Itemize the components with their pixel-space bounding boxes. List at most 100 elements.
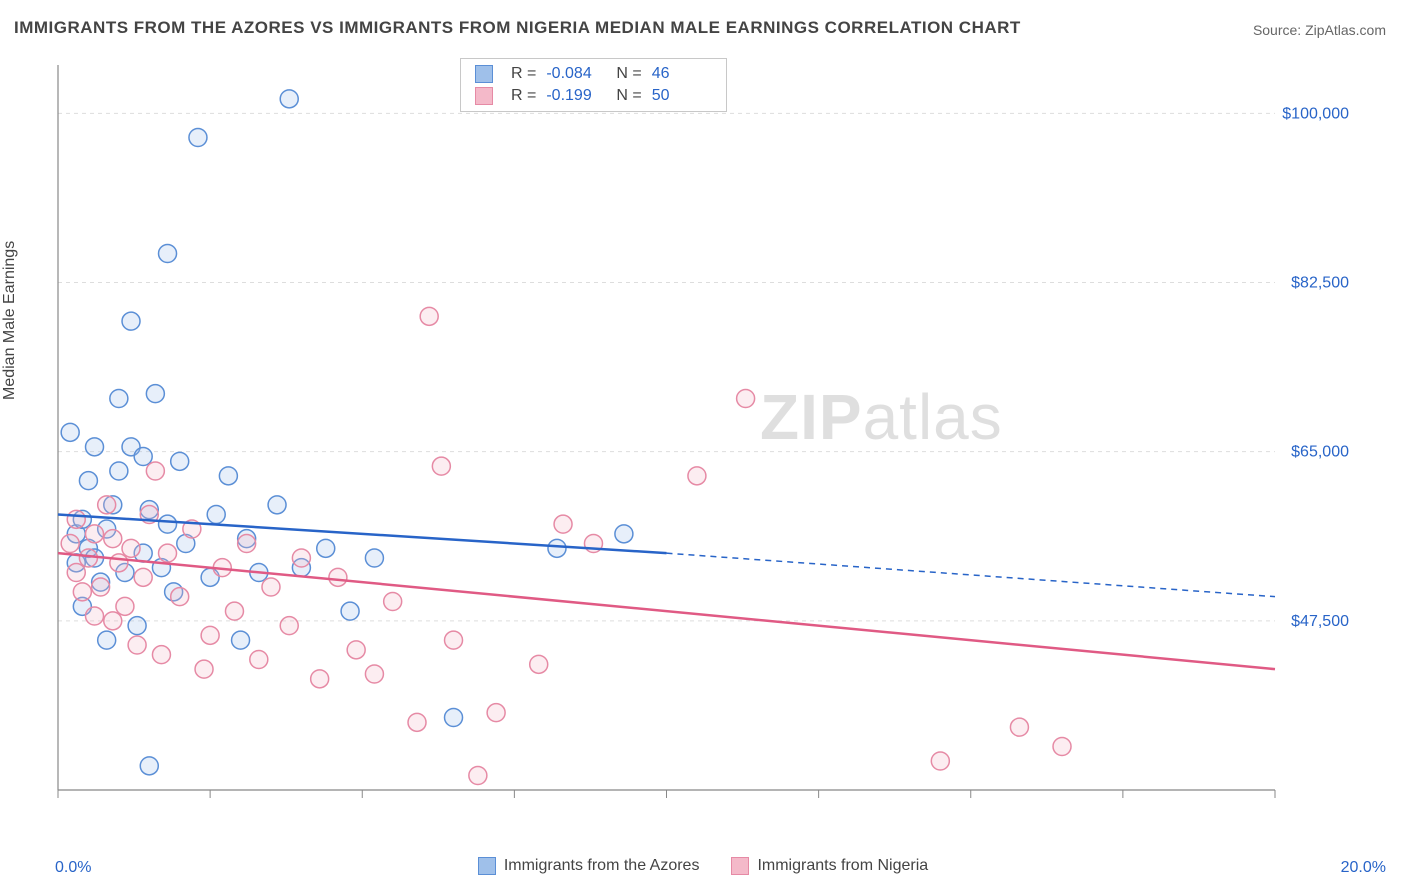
data-point-azores: [280, 90, 298, 108]
n-label: N =: [616, 87, 641, 105]
data-point-azores: [268, 496, 286, 514]
data-point-nigeria: [445, 631, 463, 649]
data-point-azores: [189, 129, 207, 147]
data-point-nigeria: [86, 607, 104, 625]
data-point-nigeria: [365, 665, 383, 683]
chart-area: $47,500 $65,000 $82,500 $100,000: [50, 55, 1355, 810]
y-axis-label: Median Male Earnings: [1, 241, 19, 400]
data-point-nigeria: [116, 597, 134, 615]
data-point-nigeria: [329, 568, 347, 586]
data-point-nigeria: [110, 554, 128, 572]
n-value: 50: [652, 87, 712, 105]
data-point-nigeria: [98, 496, 116, 514]
legend-swatch-icon: [478, 857, 496, 875]
source-attribution: Source: ZipAtlas.com: [1253, 22, 1386, 38]
data-point-nigeria: [238, 535, 256, 553]
data-point-nigeria: [92, 578, 110, 596]
data-point-nigeria: [688, 467, 706, 485]
y-tick-label: $47,500: [1291, 613, 1349, 630]
data-point-nigeria: [1053, 738, 1071, 756]
data-point-azores: [86, 438, 104, 456]
data-point-nigeria: [73, 583, 91, 601]
data-point-azores: [159, 245, 177, 263]
data-point-azores: [159, 515, 177, 533]
data-point-azores: [171, 452, 189, 470]
correlation-row-azores: R = -0.084 N = 46: [475, 63, 712, 85]
data-point-azores: [110, 390, 128, 408]
data-point-nigeria: [530, 655, 548, 673]
correlation-row-nigeria: R = -0.199 N = 50: [475, 85, 712, 107]
data-point-azores: [365, 549, 383, 567]
data-point-azores: [445, 709, 463, 727]
n-label: N =: [616, 65, 641, 83]
data-point-nigeria: [250, 651, 268, 669]
y-tick-label: $100,000: [1282, 105, 1349, 122]
data-point-nigeria: [487, 704, 505, 722]
legend-item: Immigrants from Nigeria: [731, 857, 928, 875]
data-point-nigeria: [146, 462, 164, 480]
data-point-nigeria: [128, 636, 146, 654]
y-tick-label: $82,500: [1291, 275, 1349, 292]
data-point-nigeria: [931, 752, 949, 770]
data-point-nigeria: [122, 539, 140, 557]
legend-label: Immigrants from the Azores: [504, 857, 700, 875]
data-point-azores: [140, 757, 158, 775]
legend-swatch-icon: [731, 857, 749, 875]
data-point-nigeria: [311, 670, 329, 688]
data-point-azores: [79, 472, 97, 490]
data-point-nigeria: [67, 564, 85, 582]
data-point-nigeria: [79, 549, 97, 567]
data-point-nigeria: [134, 568, 152, 586]
data-point-nigeria: [225, 602, 243, 620]
data-point-azores: [110, 462, 128, 480]
data-point-azores: [548, 539, 566, 557]
data-point-nigeria: [61, 535, 79, 553]
chart-title: IMMIGRANTS FROM THE AZORES VS IMMIGRANTS…: [14, 18, 1021, 38]
data-point-nigeria: [384, 593, 402, 611]
data-point-nigeria: [280, 617, 298, 635]
r-label: R =: [511, 65, 536, 83]
data-point-azores: [122, 312, 140, 330]
data-point-azores: [341, 602, 359, 620]
scatter-plot: $47,500 $65,000 $82,500 $100,000: [50, 55, 1355, 810]
data-point-nigeria: [554, 515, 572, 533]
data-point-azores: [128, 617, 146, 635]
data-point-nigeria: [1010, 718, 1028, 736]
data-point-azores: [61, 423, 79, 441]
data-point-nigeria: [152, 646, 170, 664]
data-point-nigeria: [104, 530, 122, 548]
data-point-nigeria: [104, 612, 122, 630]
data-point-nigeria: [737, 390, 755, 408]
data-point-nigeria: [292, 549, 310, 567]
data-point-nigeria: [86, 525, 104, 543]
y-tick-label: $65,000: [1291, 444, 1349, 461]
data-point-nigeria: [347, 641, 365, 659]
n-value: 46: [652, 65, 712, 83]
trend-line-dash-azores: [667, 553, 1276, 597]
data-point-nigeria: [469, 767, 487, 785]
data-point-nigeria: [201, 626, 219, 644]
data-point-azores: [232, 631, 250, 649]
r-label: R =: [511, 87, 536, 105]
legend-item: Immigrants from the Azores: [478, 857, 700, 875]
series-legend: Immigrants from the Azores Immigrants fro…: [0, 857, 1406, 880]
correlation-legend: R = -0.084 N = 46 R = -0.199 N = 50: [460, 58, 727, 112]
data-point-azores: [146, 385, 164, 403]
data-point-nigeria: [159, 544, 177, 562]
legend-swatch-icon: [475, 65, 493, 83]
data-point-nigeria: [408, 713, 426, 731]
data-point-azores: [219, 467, 237, 485]
data-point-nigeria: [195, 660, 213, 678]
data-point-azores: [134, 448, 152, 466]
data-point-nigeria: [262, 578, 280, 596]
data-point-azores: [615, 525, 633, 543]
data-point-azores: [98, 631, 116, 649]
data-point-azores: [317, 539, 335, 557]
data-point-nigeria: [432, 457, 450, 475]
data-point-azores: [207, 506, 225, 524]
legend-swatch-icon: [475, 87, 493, 105]
data-point-nigeria: [67, 510, 85, 528]
r-value: -0.084: [546, 65, 606, 83]
r-value: -0.199: [546, 87, 606, 105]
data-point-nigeria: [171, 588, 189, 606]
